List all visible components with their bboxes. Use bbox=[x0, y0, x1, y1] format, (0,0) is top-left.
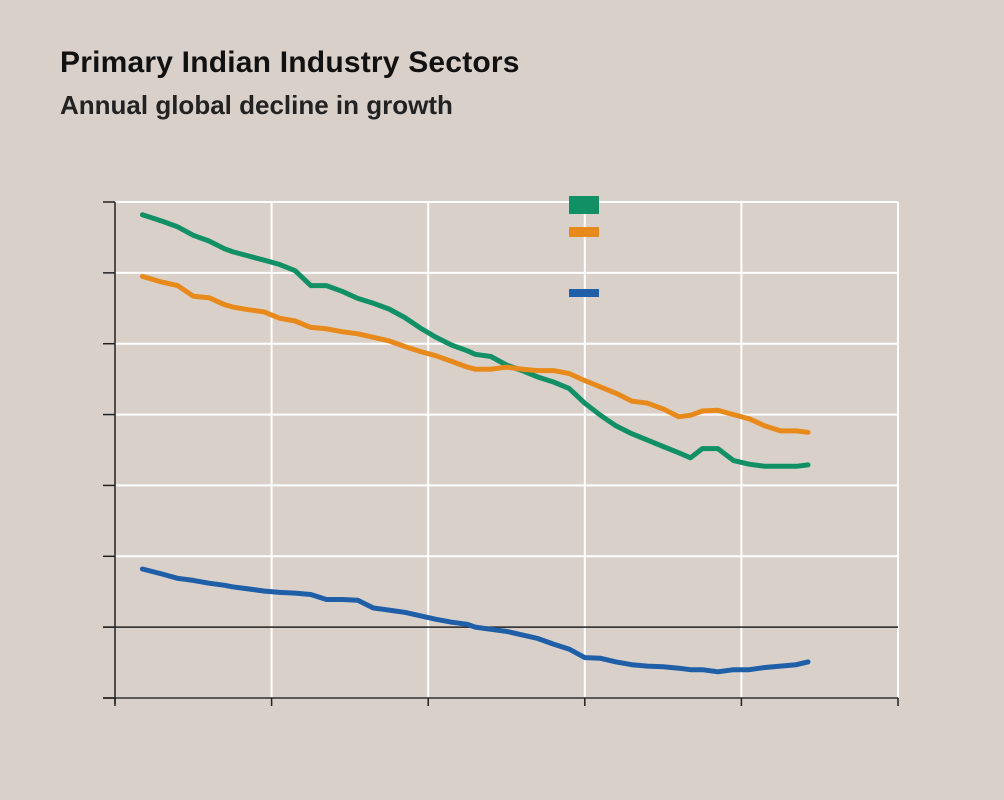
chart-subtitle: Annual global decline in growth bbox=[60, 90, 453, 120]
axes bbox=[103, 201, 899, 706]
series-lines bbox=[139, 212, 811, 675]
series-line-1 bbox=[139, 212, 811, 469]
grid bbox=[115, 201, 899, 699]
legend-swatch-1 bbox=[569, 196, 599, 214]
series-line-2 bbox=[139, 273, 811, 435]
chart-title: Primary Indian Industry Sectors bbox=[60, 46, 520, 79]
series-line-3 bbox=[139, 566, 811, 675]
legend-swatch-2 bbox=[569, 227, 599, 237]
legend-swatch-3 bbox=[569, 289, 599, 297]
legend bbox=[569, 196, 599, 297]
